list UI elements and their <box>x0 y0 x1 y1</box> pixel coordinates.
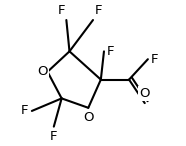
Text: O: O <box>37 65 48 78</box>
Text: F: F <box>21 104 29 117</box>
Text: F: F <box>57 4 65 17</box>
Text: F: F <box>50 130 57 143</box>
Text: O: O <box>83 111 94 124</box>
Text: F: F <box>94 4 102 17</box>
Text: F: F <box>107 45 115 58</box>
Text: F: F <box>151 53 158 66</box>
Text: O: O <box>140 87 150 100</box>
